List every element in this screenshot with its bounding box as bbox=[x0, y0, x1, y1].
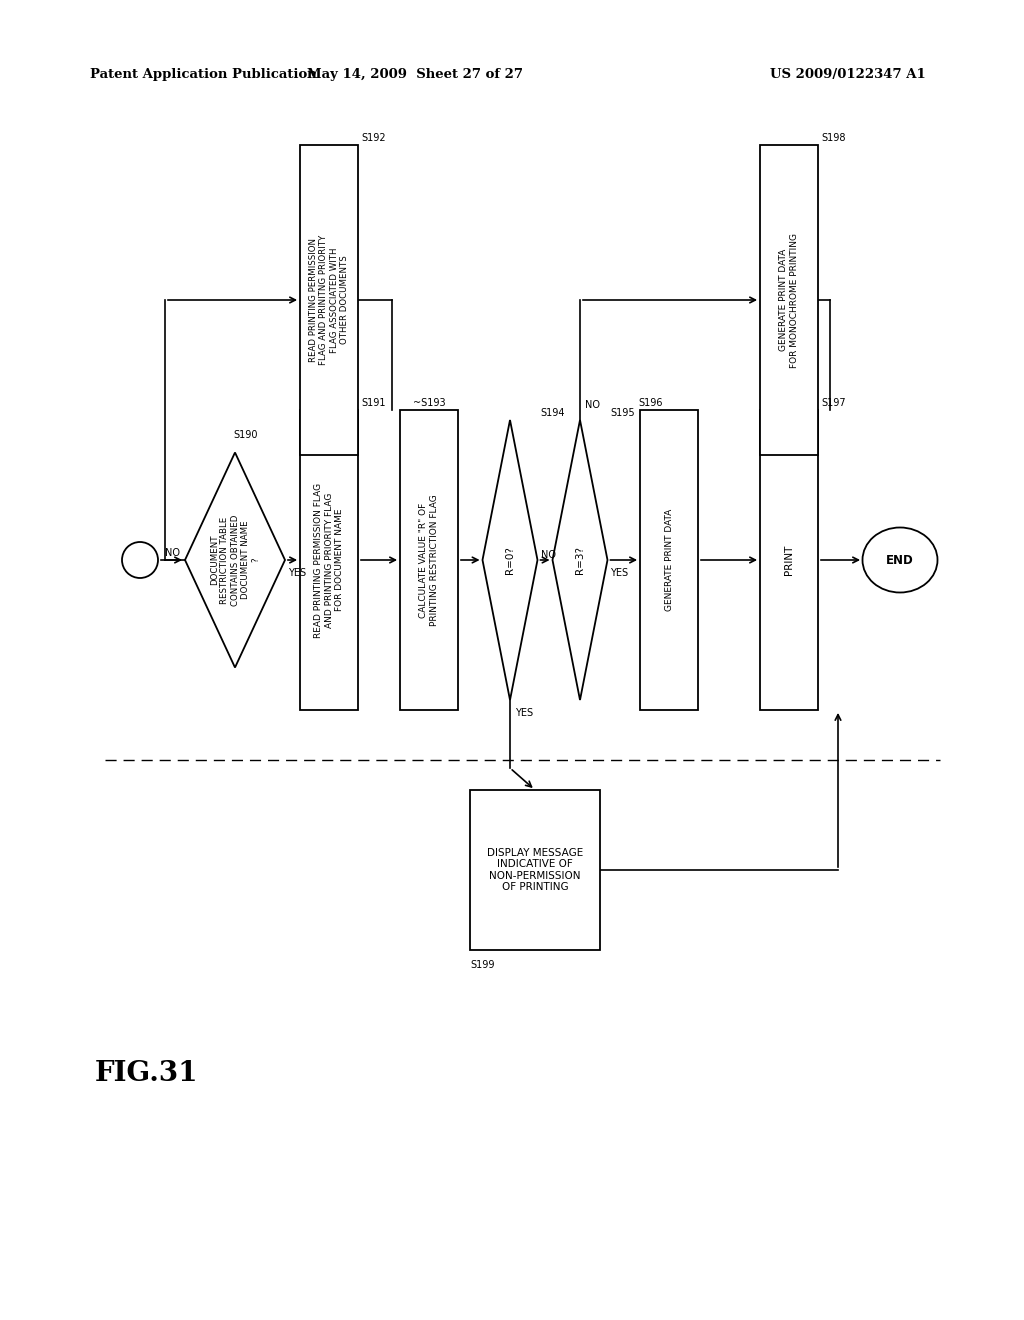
Polygon shape bbox=[185, 453, 285, 668]
Text: US 2009/0122347 A1: US 2009/0122347 A1 bbox=[770, 69, 926, 81]
Text: S198: S198 bbox=[821, 133, 846, 143]
Bar bbox=[470, 789, 600, 950]
Text: S191: S191 bbox=[361, 399, 385, 408]
Text: YES: YES bbox=[610, 568, 629, 578]
Text: R=0?: R=0? bbox=[505, 546, 515, 574]
Text: READ PRINTING PERMISSION FLAG
AND PRINTING PRIORITY FLAG
FOR DOCUMENT NAME: READ PRINTING PERMISSION FLAG AND PRINTI… bbox=[314, 482, 344, 638]
Text: ~S193: ~S193 bbox=[413, 399, 445, 408]
Text: NO: NO bbox=[585, 400, 600, 411]
Text: S190: S190 bbox=[233, 430, 257, 441]
Text: S192: S192 bbox=[361, 133, 386, 143]
Text: S194: S194 bbox=[541, 408, 565, 418]
Text: NO: NO bbox=[541, 550, 555, 560]
Text: R=3?: R=3? bbox=[575, 546, 585, 574]
Text: CALCULATE VALUE "R" OF
PRINTING RESTRICTION FLAG: CALCULATE VALUE "R" OF PRINTING RESTRICT… bbox=[419, 494, 438, 626]
Text: YES: YES bbox=[288, 568, 306, 578]
Text: May 14, 2009  Sheet 27 of 27: May 14, 2009 Sheet 27 of 27 bbox=[307, 69, 523, 81]
Text: DOCUMENT
RESTRICTION TABLE
CONTAINS OBTAINED
DOCUMENT NAME
?: DOCUMENT RESTRICTION TABLE CONTAINS OBTA… bbox=[210, 515, 260, 606]
Text: S196: S196 bbox=[638, 399, 663, 408]
Text: GENERATE PRINT DATA: GENERATE PRINT DATA bbox=[665, 510, 674, 611]
Text: Patent Application Publication: Patent Application Publication bbox=[90, 69, 316, 81]
Text: GENERATE PRINT DATA
FOR MONOCHROME PRINTING: GENERATE PRINT DATA FOR MONOCHROME PRINT… bbox=[779, 232, 799, 367]
Text: FIG.31: FIG.31 bbox=[95, 1060, 199, 1086]
Bar bbox=[400, 411, 458, 710]
Text: S195: S195 bbox=[610, 408, 635, 418]
Text: READ PRINTING PERMISSION
FLAG AND PRINITNG PRIORITY
FLAG ASSOCIATED WITH
OTHER D: READ PRINTING PERMISSION FLAG AND PRINIT… bbox=[309, 235, 349, 366]
Bar bbox=[760, 411, 818, 710]
Text: NO: NO bbox=[165, 548, 180, 558]
Circle shape bbox=[122, 543, 158, 578]
Ellipse shape bbox=[862, 528, 938, 593]
Bar bbox=[300, 145, 358, 455]
Bar bbox=[760, 145, 818, 455]
Polygon shape bbox=[553, 420, 607, 700]
Text: YES: YES bbox=[515, 708, 534, 718]
Bar bbox=[640, 411, 698, 710]
Text: PRINT: PRINT bbox=[784, 545, 794, 576]
Polygon shape bbox=[482, 420, 538, 700]
Bar bbox=[300, 411, 358, 710]
Text: END: END bbox=[886, 553, 913, 566]
Text: DISPLAY MESSAGE
INDICATIVE OF
NON-PERMISSION
OF PRINTING: DISPLAY MESSAGE INDICATIVE OF NON-PERMIS… bbox=[486, 847, 583, 892]
Text: S199: S199 bbox=[470, 960, 495, 970]
Text: S197: S197 bbox=[821, 399, 846, 408]
